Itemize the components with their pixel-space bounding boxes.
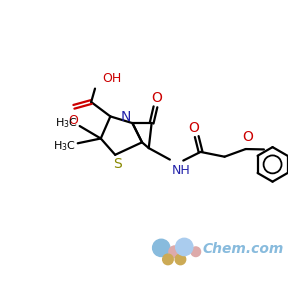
Circle shape <box>169 246 180 257</box>
Text: H$_3$C: H$_3$C <box>55 116 78 130</box>
Text: O: O <box>151 91 162 105</box>
Circle shape <box>175 254 186 265</box>
Text: N: N <box>121 110 131 124</box>
Text: S: S <box>113 158 122 171</box>
Text: O: O <box>242 130 253 144</box>
Text: O: O <box>68 115 78 128</box>
Text: OH: OH <box>103 72 122 85</box>
Circle shape <box>176 238 193 256</box>
Text: O: O <box>188 121 199 135</box>
Text: NH: NH <box>172 164 190 177</box>
Text: H$_3$C: H$_3$C <box>53 139 76 153</box>
Circle shape <box>163 254 173 265</box>
Circle shape <box>153 239 170 256</box>
Text: Chem.com: Chem.com <box>202 242 284 256</box>
Circle shape <box>191 247 201 256</box>
